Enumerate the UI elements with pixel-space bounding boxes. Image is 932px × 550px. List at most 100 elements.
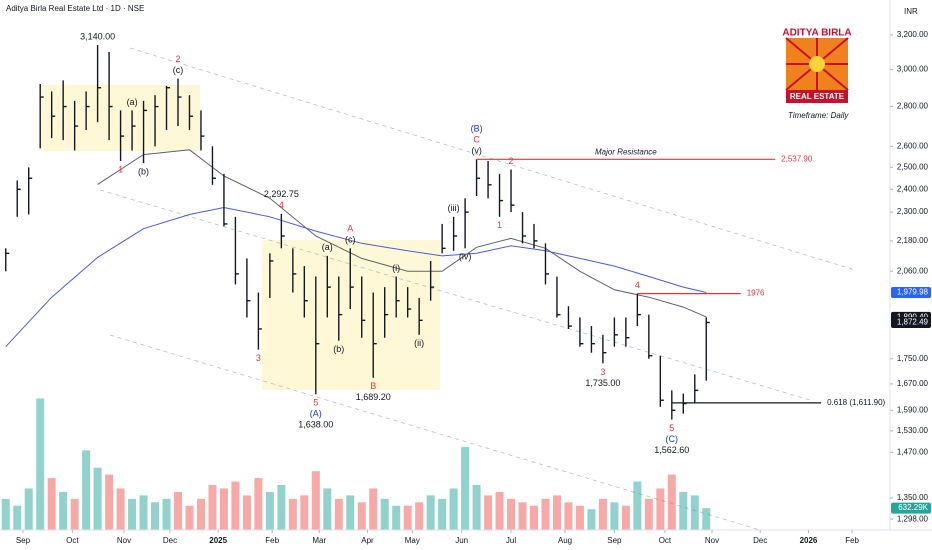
volume-bar	[484, 495, 493, 530]
wave-label: (ii)	[414, 338, 424, 348]
volume-bar	[231, 481, 240, 530]
wave-label: 1	[118, 164, 123, 174]
wave-label: (b)	[333, 344, 344, 354]
wave-label: (b)	[138, 166, 149, 176]
volume-bar	[598, 498, 607, 530]
wave-label: 2,292.75	[264, 189, 299, 199]
wave-label: 3	[600, 367, 605, 377]
wave-label: A	[347, 224, 353, 234]
volume-bar	[633, 481, 642, 530]
wave-label: (c)	[345, 235, 356, 245]
y-tick-label: 2,600.00	[897, 141, 929, 150]
wave-label: (i)	[392, 263, 400, 273]
wave-label: 5	[669, 423, 674, 433]
volume-badge-label: 632.29K	[898, 503, 928, 512]
y-tick-label: 1,470.00	[897, 447, 929, 456]
x-tick-label: 2026	[800, 536, 818, 545]
price-badge-label: 1,872.49	[897, 318, 929, 327]
volume-bar	[369, 488, 378, 530]
volume-bar	[105, 474, 114, 530]
chart-title: Aditya Birla Real Estate Ltd · 1D · NSE	[6, 4, 144, 13]
volume-bar	[334, 498, 343, 530]
logo-caption: Timeframe: Daily	[788, 111, 849, 120]
wave-label: (c)	[173, 65, 184, 75]
volume-bar	[449, 488, 458, 530]
wave-label: (iii)	[448, 203, 460, 213]
y-tick-label: 2,500.00	[897, 162, 929, 171]
level-label: 1976	[747, 289, 765, 298]
volume-bar	[139, 495, 148, 530]
x-tick-label: Sep	[16, 536, 31, 545]
wave-label: (a)	[322, 242, 333, 252]
y-tick-label: 2,800.00	[897, 102, 929, 111]
level-text: Major Resistance	[595, 147, 657, 156]
y-tick-label: 1,530.00	[897, 426, 929, 435]
volume-bar	[530, 505, 538, 530]
wave-label: C	[473, 135, 480, 145]
x-tick-label: Jul	[506, 536, 516, 545]
price-badge-label: 1,979.98	[897, 288, 929, 297]
volume-bar	[518, 502, 527, 530]
level-label: 0.618 (1,611.90)	[827, 398, 885, 407]
volume-bar	[644, 498, 653, 530]
x-tick-label: Nov	[117, 536, 131, 545]
wave-label: (iv)	[459, 252, 472, 262]
logo-sun	[809, 56, 825, 72]
wave-label: (v)	[471, 146, 482, 156]
volume-bar	[472, 485, 481, 530]
volume-bar	[242, 495, 251, 530]
volume-badge	[891, 502, 931, 514]
volume-bar	[277, 485, 286, 530]
volume-bar	[70, 498, 79, 530]
moving-average	[5, 206, 707, 348]
volume-bar	[151, 502, 160, 530]
volume-bar	[82, 450, 91, 530]
wave-label: B	[370, 381, 376, 391]
volume-bar	[36, 398, 45, 530]
y-tick-label: 3,000.00	[897, 65, 929, 74]
volume-bar	[357, 502, 366, 530]
wave-label: 4	[635, 280, 640, 290]
volume-bar	[621, 505, 630, 530]
volume-bar	[116, 488, 125, 530]
volume-bar	[415, 502, 424, 530]
volume-bar	[438, 498, 447, 530]
x-tick-label: Oct	[66, 536, 79, 545]
logo-top: ADITYA BIRLA	[782, 28, 851, 39]
x-tick-label: May	[405, 536, 420, 545]
channel-line	[109, 334, 761, 531]
y-tick-label: 2,060.00	[897, 266, 929, 275]
logo-bottom: REAL ESTATE	[790, 92, 845, 101]
volume-bar	[403, 505, 412, 530]
y-tick-label: 1,670.00	[897, 379, 929, 388]
volume-bar	[392, 505, 401, 530]
volume-bar	[1, 498, 10, 530]
volume-bar	[323, 488, 332, 530]
wave-label: (C)	[666, 434, 679, 444]
volume-bar	[288, 498, 297, 530]
currency: INR	[904, 7, 918, 16]
wave-label: 1,689.20	[356, 392, 391, 402]
wave-label: 1	[497, 220, 502, 230]
volume-bar	[461, 446, 470, 530]
volume-bar	[667, 474, 676, 530]
x-tick-label: Aug	[558, 536, 572, 545]
volume-bar	[587, 509, 596, 530]
wave-label: 5	[313, 398, 318, 408]
wave-label: 4	[279, 200, 284, 210]
volume-bar	[426, 495, 435, 530]
wave-label: 3,140.00	[80, 31, 115, 41]
volume-bar	[208, 485, 217, 530]
volume-bar	[346, 495, 355, 530]
wave-label: (a)	[127, 97, 138, 107]
wave-label: 3	[256, 353, 261, 363]
channel-lines	[99, 47, 856, 531]
volume-bar	[380, 498, 389, 530]
x-tick-label: Feb	[845, 536, 859, 545]
volume-bar	[219, 488, 228, 530]
wave-label: 1,562.60	[654, 445, 689, 455]
x-tick-label: Jun	[455, 536, 468, 545]
x-tick-label: Dec	[163, 536, 177, 545]
x-tick-label: Nov	[705, 536, 719, 545]
